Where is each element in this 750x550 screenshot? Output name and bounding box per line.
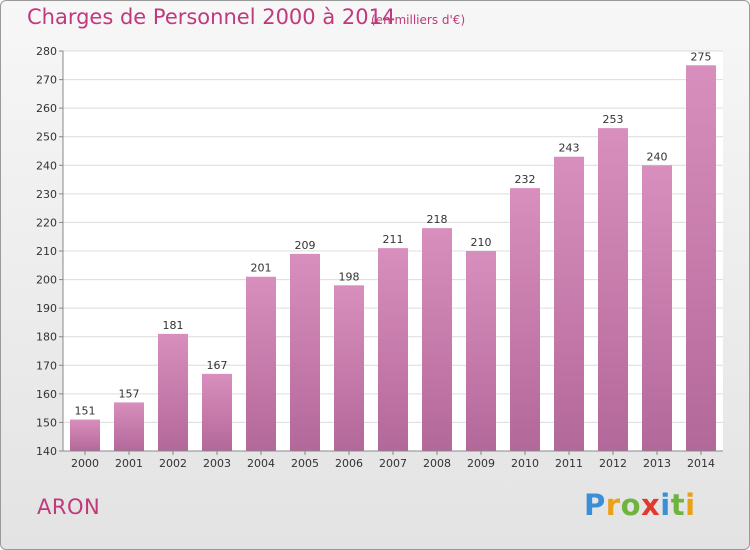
- bar-2007: [378, 248, 408, 451]
- value-label: 198: [339, 270, 360, 283]
- y-tick-label: 200: [36, 274, 57, 287]
- x-tick-label: 2000: [71, 457, 99, 470]
- x-tick-label: 2004: [247, 457, 275, 470]
- value-label: 210: [471, 236, 492, 249]
- y-tick-label: 280: [36, 45, 57, 58]
- value-label: 275: [691, 50, 712, 63]
- x-tick-label: 2010: [511, 457, 539, 470]
- bar-2005: [290, 253, 320, 451]
- commune-name: ARON: [37, 495, 101, 519]
- logo-letter: i: [685, 488, 696, 522]
- x-tick-label: 2011: [555, 457, 583, 470]
- chart-subtitle: (en milliers d'€): [371, 13, 466, 27]
- x-tick-label: 2005: [291, 457, 319, 470]
- y-tick-label: 210: [36, 245, 57, 258]
- bar-2009: [466, 251, 496, 451]
- bar-2001: [114, 402, 144, 451]
- y-tick-label: 150: [36, 416, 57, 429]
- y-tick-label: 260: [36, 102, 57, 115]
- bar-2004: [246, 276, 276, 451]
- value-label: 209: [295, 239, 316, 252]
- x-tick-label: 2008: [423, 457, 451, 470]
- value-label: 253: [603, 113, 624, 126]
- y-tick-label: 160: [36, 388, 57, 401]
- bar-2008: [422, 228, 452, 451]
- x-tick-label: 2014: [687, 457, 715, 470]
- value-label: 211: [383, 233, 404, 246]
- bars: [70, 65, 716, 452]
- x-tick-labels: 2000 2001 2002 2003 2004 2005 2006 2007 2008 2009…: [71, 451, 715, 470]
- y-tick-label: 230: [36, 188, 57, 201]
- proxiti-logo: Proxiti: [584, 488, 696, 522]
- bar-2003: [202, 373, 232, 451]
- value-label: 218: [427, 213, 448, 226]
- value-label: 201: [251, 262, 272, 275]
- chart-title: Charges de Personnel 2000 à 2014: [27, 5, 396, 29]
- x-tick-label: 2009: [467, 457, 495, 470]
- logo-letter: r: [605, 488, 621, 522]
- bar-2014: [686, 65, 716, 452]
- y-tick-label: 250: [36, 131, 57, 144]
- y-tick-label: 240: [36, 159, 57, 172]
- x-tick-label: 2006: [335, 457, 363, 470]
- bar-2002: [158, 333, 188, 451]
- y-tick-label: 170: [36, 359, 57, 372]
- y-tick-labels: 140 150 160 170 180 190 200 210 220 230 240 250 260 2…: [36, 45, 57, 458]
- logo-letter: t: [670, 488, 686, 522]
- logo-letter: P: [584, 488, 606, 522]
- bar-2012: [598, 128, 628, 451]
- logo-letter: o: [620, 488, 642, 522]
- x-tick-label: 2003: [203, 457, 231, 470]
- x-tick-label: 2012: [599, 457, 627, 470]
- value-label: 232: [515, 173, 536, 186]
- logo-letter: i: [660, 488, 671, 522]
- y-tick-label: 140: [36, 445, 57, 458]
- y-tick-label: 180: [36, 331, 57, 344]
- y-tick-label: 270: [36, 74, 57, 87]
- x-tick-label: 2007: [379, 457, 407, 470]
- value-label: 240: [647, 150, 668, 163]
- logo-letter: x: [641, 488, 661, 522]
- bar-2000: [70, 419, 100, 451]
- y-tick-label: 190: [36, 302, 57, 315]
- value-labels: 151 157 181 167 201 209 198 211 218 210 232 243 253 2…: [75, 50, 712, 417]
- value-label: 181: [163, 319, 184, 332]
- bar-2011: [554, 156, 584, 451]
- bar-2013: [642, 165, 672, 452]
- x-tick-label: 2013: [643, 457, 671, 470]
- x-tick-label: 2001: [115, 457, 143, 470]
- value-label: 243: [559, 142, 580, 155]
- value-label: 167: [207, 359, 228, 372]
- bar-2006: [334, 285, 364, 451]
- bar-2010: [510, 188, 540, 451]
- value-label: 157: [119, 387, 140, 400]
- value-label: 151: [75, 405, 96, 418]
- y-tick-label: 220: [36, 216, 57, 229]
- x-tick-label: 2002: [159, 457, 187, 470]
